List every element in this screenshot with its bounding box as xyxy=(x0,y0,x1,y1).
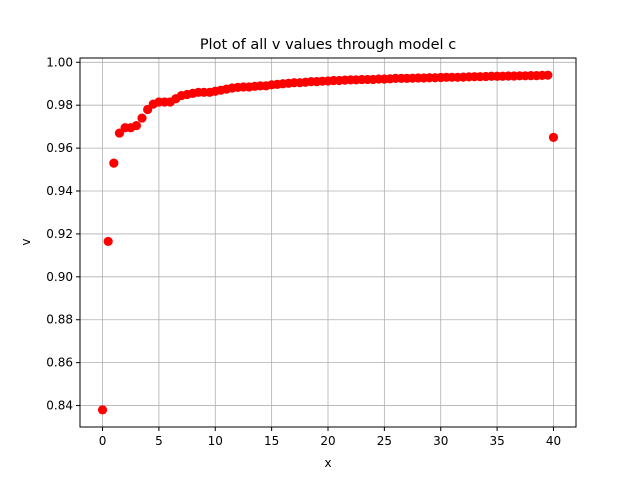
x-tick-label: 25 xyxy=(377,434,392,448)
x-tick-label: 10 xyxy=(208,434,223,448)
data-point xyxy=(548,132,559,142)
x-tick-label: 35 xyxy=(489,434,504,448)
y-axis-label: v xyxy=(19,238,33,245)
data-point xyxy=(131,120,141,131)
y-tick-label: 0.98 xyxy=(46,98,73,112)
x-axis-ticks: 0 5 10 15 20 25 30 35 40 xyxy=(99,427,561,448)
data-point xyxy=(543,70,553,80)
data-points xyxy=(97,70,559,415)
y-tick-label: 0.94 xyxy=(46,184,73,198)
x-tick-label: 15 xyxy=(264,434,279,448)
x-tick-label: 5 xyxy=(155,434,163,448)
y-tick-label: 0.86 xyxy=(46,356,73,370)
x-tick-label: 40 xyxy=(546,434,561,448)
chart-title: Plot of all v values through model c xyxy=(200,37,456,53)
y-axis-ticks: 0.84 0.86 0.88 0.90 0.92 0.94 0.96 0.98 1.00 xyxy=(46,55,80,413)
x-tick-label: 20 xyxy=(320,434,335,448)
x-tick-label: 30 xyxy=(433,434,448,448)
y-tick-label: 0.90 xyxy=(46,270,73,284)
data-point xyxy=(137,113,147,123)
data-point xyxy=(103,236,113,247)
data-point xyxy=(97,405,108,415)
data-point xyxy=(109,158,119,168)
y-tick-label: 0.92 xyxy=(46,227,73,241)
grid-lines xyxy=(80,58,576,427)
y-tick-label: 1.00 xyxy=(46,55,73,69)
y-tick-label: 0.96 xyxy=(46,141,73,155)
x-tick-label: 0 xyxy=(99,434,107,448)
y-tick-label: 0.84 xyxy=(46,399,73,413)
y-tick-label: 0.88 xyxy=(46,313,73,327)
x-axis-label: x xyxy=(324,456,331,470)
